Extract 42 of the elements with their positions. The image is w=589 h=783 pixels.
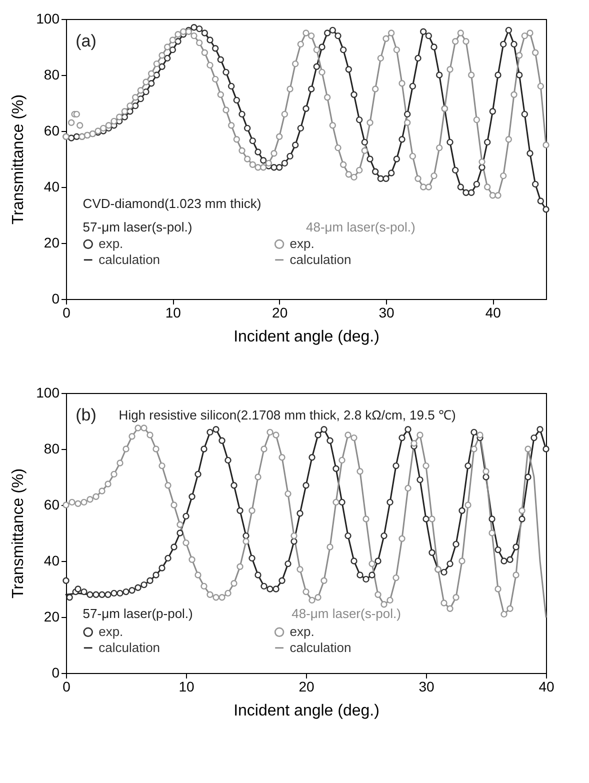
legend-label: calculation [98,640,160,655]
annotation: (a) [76,31,96,50]
x-tick-label: 20 [272,304,288,320]
legend-label: exp. [290,624,314,640]
y-tick-label: 20 [44,608,60,624]
annotation: (b) [76,405,96,424]
legend-label: calculation [290,252,352,267]
x-tick-label: 0 [62,304,71,320]
annotation: CVD-diamond(1.023 mm thick) [82,196,262,211]
y-tick-label: 0 [52,664,60,680]
x-axis-title: Incident angle (deg.) [234,702,380,720]
legend-label: exp. [98,624,124,640]
y-tick-label: 0 [52,290,60,306]
x-tick-label: 40 [538,678,554,694]
y-tick-label: 40 [44,552,60,568]
x-tick-label: 30 [378,304,394,320]
y-axis-title: Transmittance (%) [10,94,28,225]
y-tick-label: 60 [44,496,60,512]
y-tick-label: 60 [44,122,60,138]
annotation: 57-μm laser(s-pol.) [82,220,192,235]
x-tick-label: 10 [165,304,182,320]
x-tick-label: 30 [418,678,434,694]
y-tick-label: 20 [44,234,60,250]
x-tick-label: 20 [298,678,314,694]
x-axis-title: Incident angle (deg.) [234,328,380,346]
y-axis-title: Transmittance (%) [10,468,28,599]
legend-label: exp. [290,236,314,252]
legend-label: exp. [98,236,124,252]
annotation: 57-μm laser(p-pol.) [82,606,193,622]
legend-label: calculation [98,252,160,267]
x-tick-label: 0 [62,678,71,694]
annotation: High resistive silicon(2.1708 mm thick, 2.8 kΩ/cm, 19.5 ℃) [118,407,456,422]
x-tick-label: 40 [485,304,502,320]
y-tick-label: 40 [44,178,60,194]
y-tick-label: 100 [36,10,60,26]
legend-label: calculation [290,640,352,655]
x-tick-label: 10 [178,678,194,694]
annotation: 48-μm laser(s-pol.) [292,606,401,622]
annotation: 48-μm laser(s-pol.) [306,220,416,235]
y-tick-label: 100 [36,384,60,400]
y-tick-label: 80 [44,66,60,82]
y-tick-label: 80 [44,440,60,456]
